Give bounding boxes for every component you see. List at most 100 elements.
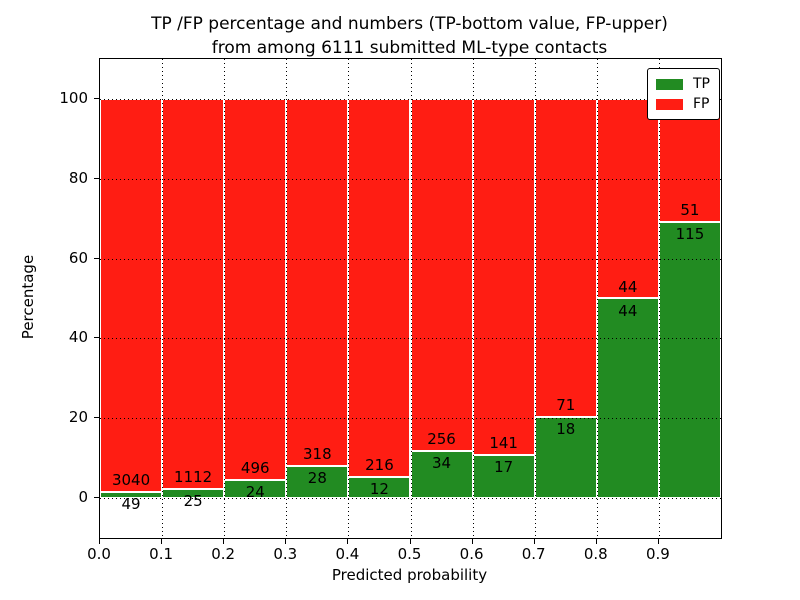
- v-gridline: [224, 59, 226, 538]
- fp-count-label: 1112: [174, 468, 213, 487]
- x-tick-label: 0.3: [273, 545, 298, 563]
- legend-label: TP: [693, 76, 710, 92]
- tp-legend-swatch: [656, 78, 683, 90]
- v-gridline: [162, 59, 164, 538]
- fp-count-label: 44: [618, 277, 638, 296]
- bar-tp-segment: [410, 451, 473, 499]
- x-tick: [161, 539, 163, 544]
- bar-group: [658, 98, 721, 499]
- y-tick-label: 20: [68, 408, 88, 427]
- y-tick: [94, 177, 99, 179]
- bar-group: [534, 98, 597, 499]
- x-axis-label: Predicted probability: [331, 566, 488, 584]
- fp-count-label: 51: [680, 200, 700, 219]
- y-tick: [94, 97, 99, 99]
- x-tick-label: 0.1: [149, 545, 174, 563]
- y-tick-label: 0: [78, 488, 88, 507]
- bar-fp-segment: [410, 98, 473, 452]
- v-gridline: [596, 59, 598, 538]
- fp-count-label: 3040: [111, 470, 151, 489]
- y-tick: [94, 337, 99, 339]
- bar-fp-segment: [348, 98, 411, 478]
- tp-count-label: 17: [494, 458, 514, 477]
- x-tick-label: 0.4: [335, 545, 360, 563]
- x-tick: [533, 539, 535, 544]
- bar-fp-segment: [472, 98, 535, 456]
- y-tick: [94, 497, 99, 499]
- tp-count-label: 12: [369, 480, 389, 499]
- bar-fp-segment: [534, 98, 597, 418]
- bar-tp-segment: [596, 298, 659, 499]
- bar-tp-segment: [472, 455, 535, 499]
- fp-count-label: 496: [240, 458, 270, 477]
- bar-group: [100, 98, 163, 499]
- fp-legend-swatch: [656, 98, 683, 110]
- x-tick: [285, 539, 287, 544]
- tp-count-label: 24: [245, 482, 265, 501]
- fp-count-label: 141: [489, 434, 518, 453]
- x-tick: [99, 539, 100, 544]
- x-tick-label: 0.0: [87, 545, 111, 563]
- v-gridline: [348, 59, 350, 538]
- legend-item: FP: [656, 94, 710, 114]
- bar-fp-segment: [100, 98, 163, 492]
- bar-group: [596, 98, 659, 499]
- x-tick-label: 0.8: [583, 545, 608, 563]
- bar-tp-segment: [534, 417, 597, 499]
- tp-count-label: 25: [183, 492, 203, 511]
- bar-fp-segment: [224, 98, 287, 480]
- fp-count-label: 71: [556, 396, 576, 415]
- x-tick: [223, 539, 225, 544]
- bar-group: [472, 98, 535, 499]
- x-tick-label: 0.2: [211, 545, 236, 563]
- x-tick-label: 0.7: [521, 545, 546, 563]
- fp-count-label: 216: [365, 456, 394, 475]
- chart-title-line-1: TP /FP percentage and numbers (TP-bottom…: [151, 14, 668, 34]
- legend-label: FP: [693, 96, 710, 112]
- tp-count-label: 18: [556, 420, 576, 439]
- bar-tp-segment: [658, 221, 721, 499]
- y-tick-label: 60: [68, 248, 88, 267]
- x-tick: [409, 539, 411, 544]
- bar-group: [224, 98, 287, 499]
- bar-fp-segment: [596, 98, 659, 299]
- tp-count-label: 28: [307, 468, 327, 487]
- y-tick: [94, 257, 99, 259]
- bar-fp-segment: [162, 98, 225, 490]
- x-tick: [471, 539, 473, 544]
- y-axis-label: Percentage: [19, 254, 37, 340]
- x-tick: [347, 539, 349, 544]
- x-tick-label: 0.9: [645, 545, 670, 563]
- bar-tp-segment: [286, 465, 349, 499]
- bar-fp-segment: [286, 98, 349, 466]
- chart-title: TP /FP percentage and numbers (TP-bottom…: [99, 12, 720, 60]
- y-tick: [94, 417, 99, 419]
- y-tick-label: 100: [59, 88, 88, 107]
- bar-group: [348, 98, 411, 499]
- bar-group: [162, 98, 225, 499]
- v-gridline: [286, 59, 288, 538]
- tp-count-label: 44: [618, 301, 638, 320]
- bar-group: [286, 98, 349, 499]
- fp-count-label: 318: [303, 444, 332, 463]
- bar-group: [410, 98, 473, 499]
- v-gridline: [472, 59, 474, 538]
- y-tick-label: 40: [68, 328, 88, 347]
- v-gridline: [410, 59, 412, 538]
- x-tick: [657, 539, 659, 544]
- tp-count-label: 115: [675, 224, 705, 243]
- v-gridline: [534, 59, 536, 538]
- x-tick: [595, 539, 597, 544]
- x-tick-label: 0.5: [397, 545, 422, 563]
- legend: TP FP: [647, 68, 720, 120]
- x-tick-label: 0.6: [459, 545, 484, 563]
- fp-count-label: 256: [427, 430, 456, 449]
- chart-title-line-2: from among 6111 submitted ML-type contac…: [211, 38, 608, 58]
- tp-count-label: 34: [432, 454, 452, 473]
- legend-item: TP: [656, 74, 710, 94]
- plot-area: TP FP 3040 49 1112 25 496 24 318 28 216 12 256 34 141…: [99, 58, 722, 539]
- y-tick-label: 80: [68, 168, 88, 187]
- v-gridline: [658, 59, 660, 538]
- bar-tp-segment: [100, 491, 163, 499]
